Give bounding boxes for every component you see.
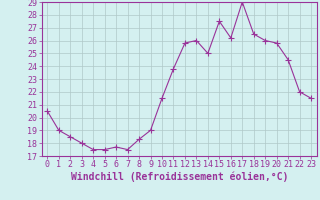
X-axis label: Windchill (Refroidissement éolien,°C): Windchill (Refroidissement éolien,°C) [70,172,288,182]
